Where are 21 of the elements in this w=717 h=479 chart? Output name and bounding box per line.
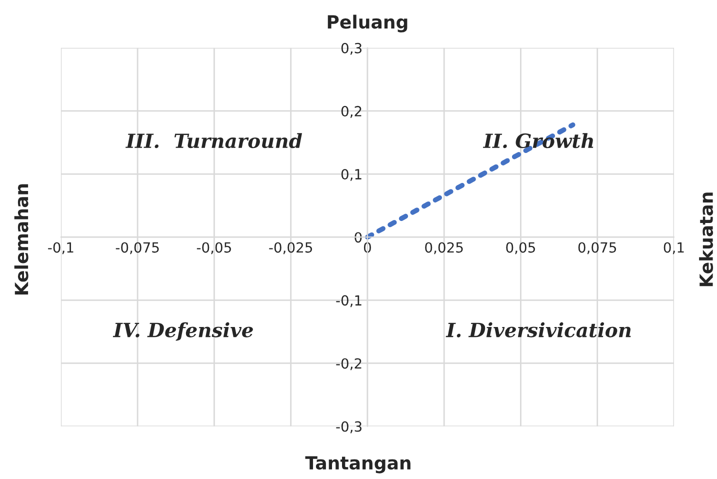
x-tick-label: 0,075	[578, 242, 616, 254]
x-axis-title: Tantangan	[305, 456, 410, 474]
x-tick-label: -0,025	[269, 242, 312, 254]
x-tick-label: 0,05	[506, 242, 535, 254]
y-tick-label: -0,2	[336, 358, 362, 370]
annotation: I. Diversivication	[446, 322, 631, 338]
chart-title: Peluang	[328, 14, 408, 32]
x-tick-label: 0,025	[425, 242, 463, 254]
y-axis-title: Kelemahan	[14, 184, 28, 294]
y2-axis-title: Kekuatan	[699, 192, 714, 286]
x-tick-label: -0,1	[48, 242, 74, 254]
x-tick-label: -0,05	[196, 242, 231, 254]
y-tick-label: 0,3	[341, 42, 362, 55]
x-tick-label: 0,1	[664, 242, 684, 254]
x-tick-label: -0,075	[116, 242, 159, 254]
y-tick-label: -0,3	[336, 421, 362, 434]
y-tick-label: 0,2	[341, 106, 362, 118]
annotation: III. Turnaround	[126, 133, 302, 148]
annotation: IV. Defensive	[112, 322, 253, 341]
y-tick-label: -0,1	[336, 295, 362, 308]
y-tick-label: 0,1	[341, 169, 362, 181]
